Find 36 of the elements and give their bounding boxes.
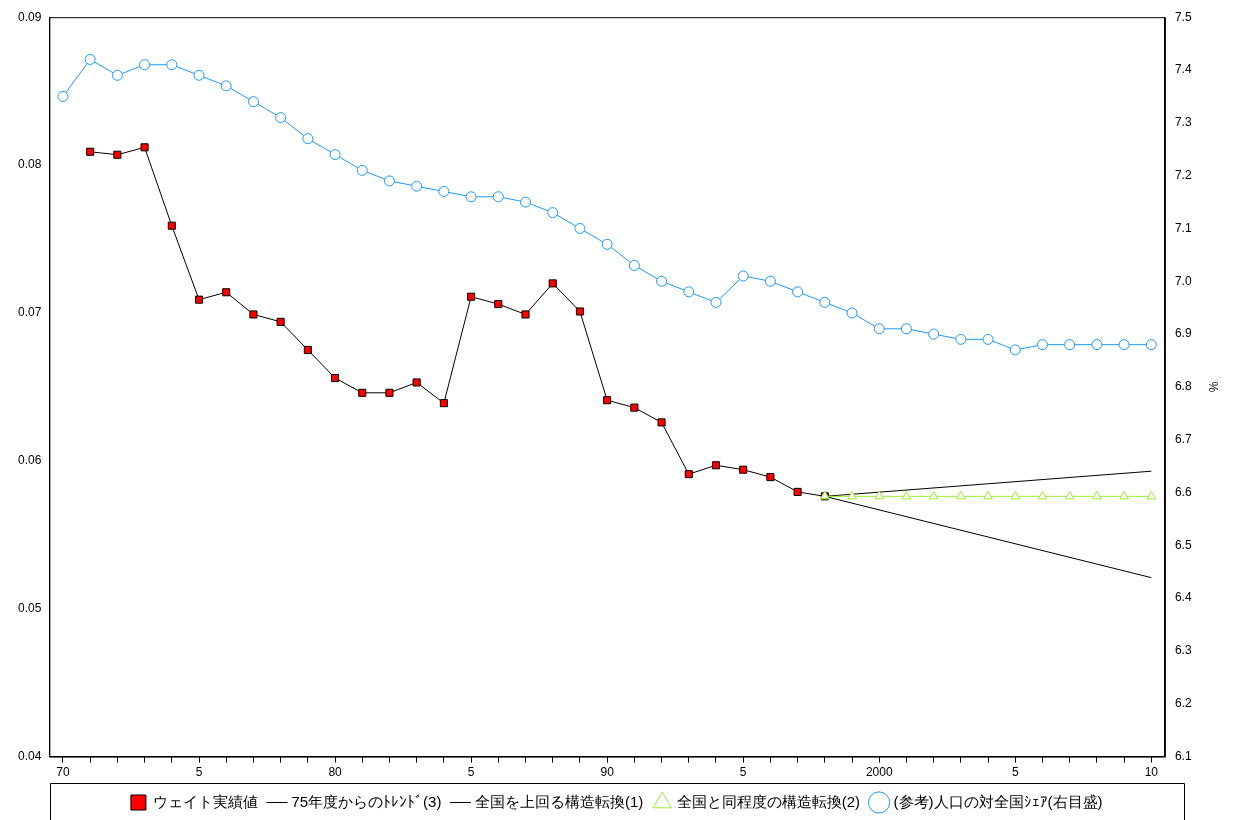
y2-tick-label: 7.4 bbox=[1174, 62, 1192, 77]
y2-tick-label: 6.2 bbox=[1174, 696, 1192, 711]
y-tick-label: 0.07 bbox=[18, 305, 42, 320]
x-tick-label: 5 bbox=[467, 765, 475, 780]
legend-label: 全国と同程度の構造転換(2) bbox=[676, 792, 861, 810]
y-tick-label: 0.06 bbox=[18, 453, 42, 468]
y2-tick-label: 6.5 bbox=[1174, 537, 1192, 552]
y2-tick-label: 6.7 bbox=[1174, 432, 1192, 447]
x-tick-label: 70 bbox=[56, 765, 70, 780]
y2-tick-label: 6.9 bbox=[1174, 326, 1192, 341]
y-tick-label: 0.09 bbox=[18, 9, 42, 24]
y2-tick-label: 6.4 bbox=[1174, 590, 1192, 605]
y2-tick-label: 7.0 bbox=[1174, 273, 1192, 288]
legend-label: 75年度からのﾄﾚﾝﾄﾞ(3) bbox=[291, 792, 442, 810]
x-tick-label: 2000 bbox=[865, 765, 893, 780]
x-tick-label: 80 bbox=[328, 765, 343, 780]
y2-tick-label: 7.1 bbox=[1174, 220, 1192, 235]
y2-tick-label: 7.3 bbox=[1174, 115, 1192, 130]
x-tick-label: 5 bbox=[739, 765, 747, 780]
y2-tick-label: 6.6 bbox=[1174, 484, 1192, 499]
y2-tick-label: 6.1 bbox=[1174, 748, 1192, 763]
x-tick-label: 5 bbox=[195, 765, 203, 780]
x-tick-label: 5 bbox=[1011, 765, 1019, 780]
y2-tick-label: 7.5 bbox=[1174, 9, 1192, 24]
x-tick-label: 90 bbox=[600, 765, 615, 780]
y2-tick-label: 6.3 bbox=[1174, 643, 1192, 658]
x-tick-label: 10 bbox=[1144, 765, 1159, 780]
y-tick-label: 0.04 bbox=[18, 748, 42, 763]
legend-label: 全国を上回る構造転換(1) bbox=[474, 792, 644, 810]
y2-axis-title: % bbox=[1206, 381, 1221, 393]
y-tick-label: 0.05 bbox=[18, 601, 42, 616]
legend-label: (参考)人口の対全国ｼｪｱ(右目盛) bbox=[893, 792, 1103, 810]
legend-label: ウェイト実績値 bbox=[152, 792, 258, 810]
y-tick-label: 0.08 bbox=[18, 157, 42, 172]
y2-tick-label: 6.8 bbox=[1174, 379, 1192, 394]
y2-tick-label: 7.2 bbox=[1174, 167, 1192, 182]
